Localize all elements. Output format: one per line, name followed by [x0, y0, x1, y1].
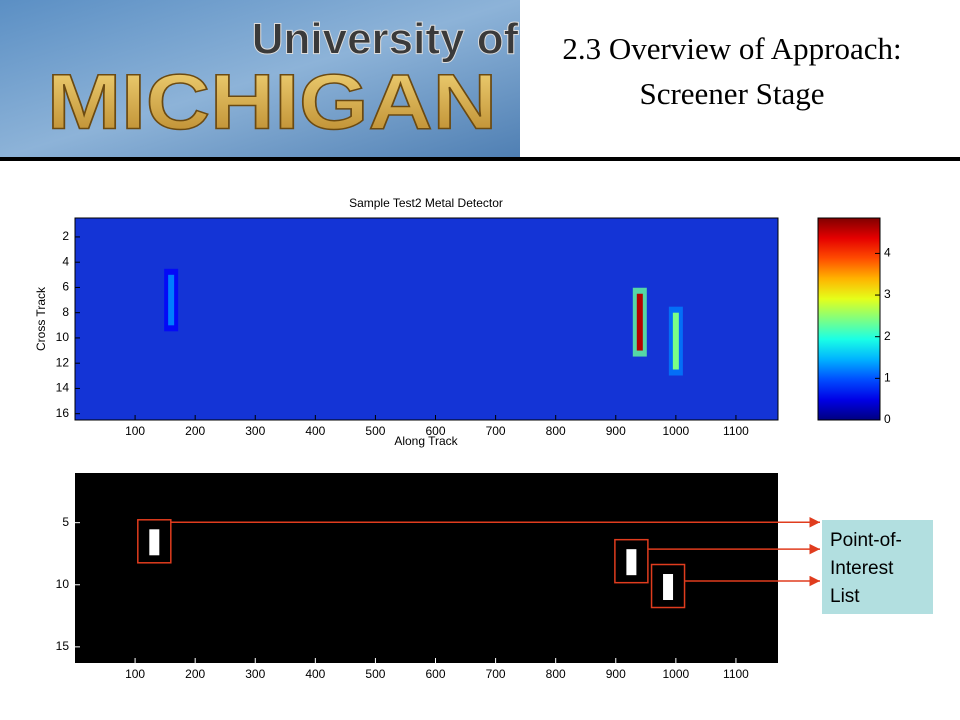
heatmap-ylabel: Cross Track — [34, 286, 48, 351]
y-tick-label: 10 — [56, 577, 70, 591]
x-tick-label: 100 — [125, 667, 145, 681]
x-tick-label: 100 — [125, 424, 145, 438]
x-tick-label: 900 — [606, 424, 626, 438]
y-tick-label: 4 — [62, 254, 69, 268]
detection-box — [614, 538, 649, 584]
colorbar-tick-label: 3 — [884, 287, 891, 301]
callout-line: List — [830, 586, 860, 607]
x-tick-label: 400 — [305, 424, 325, 438]
x-tick-label: 200 — [185, 424, 205, 438]
heatmap-plot — [74, 217, 779, 421]
x-tick-label: 600 — [425, 667, 445, 681]
header-rule — [0, 157, 960, 161]
x-tick-label: 600 — [425, 424, 445, 438]
binary-map-plot — [75, 473, 778, 663]
detection-box — [650, 563, 686, 609]
heatmap-spot — [672, 312, 679, 370]
x-tick-label: 200 — [185, 667, 205, 681]
x-tick-label: 800 — [546, 667, 566, 681]
x-tick-label: 900 — [606, 667, 626, 681]
y-tick-label: 14 — [56, 381, 70, 395]
colorbar — [817, 217, 881, 421]
x-tick-label: 400 — [305, 667, 325, 681]
x-tick-label: 1100 — [723, 424, 749, 438]
callout-line: Interest — [830, 558, 894, 579]
slide-title-line: 2.3 Overview of Approach: — [562, 31, 901, 66]
x-tick-label: 700 — [486, 667, 506, 681]
y-tick-label: 16 — [56, 406, 70, 420]
y-tick-label: 8 — [62, 305, 69, 319]
logo-line2: MICHIGAN — [47, 58, 497, 146]
callout-line: Point-of- — [830, 530, 902, 551]
slide-title-line: Screener Stage — [639, 76, 824, 111]
colorbar-tick-label: 1 — [884, 371, 891, 385]
logo-line1: University of — [252, 15, 519, 64]
y-tick-label: 6 — [62, 280, 69, 294]
x-tick-label: 300 — [245, 424, 265, 438]
heatmap-title: Sample Test2 Metal Detector — [349, 196, 503, 210]
detection-blob — [663, 574, 674, 601]
colorbar-tick-label: 0 — [884, 412, 891, 426]
x-tick-label: 1000 — [663, 424, 690, 438]
y-tick-label: 15 — [56, 639, 70, 653]
x-tick-label: 800 — [546, 424, 566, 438]
x-tick-label: 700 — [486, 424, 506, 438]
logo-background — [0, 0, 520, 158]
x-tick-label: 500 — [365, 667, 385, 681]
colorbar-tick-label: 2 — [884, 329, 891, 343]
y-tick-label: 12 — [56, 355, 70, 369]
heatmap-spot — [168, 274, 175, 326]
callout-box — [822, 520, 933, 614]
colorbar-tick-label: 4 — [884, 246, 891, 260]
heatmap-xlabel: Along Track — [394, 434, 458, 448]
detection-blob — [149, 529, 160, 556]
x-tick-label: 500 — [365, 424, 385, 438]
detection-box — [137, 519, 172, 564]
x-tick-label: 1000 — [663, 667, 690, 681]
y-tick-label: 2 — [62, 229, 69, 243]
heatmap-spot — [636, 293, 643, 351]
x-tick-label: 1100 — [723, 667, 749, 681]
y-tick-label: 5 — [62, 515, 69, 529]
x-tick-label: 300 — [245, 667, 265, 681]
y-tick-label: 10 — [56, 330, 70, 344]
detection-blob — [626, 549, 637, 576]
